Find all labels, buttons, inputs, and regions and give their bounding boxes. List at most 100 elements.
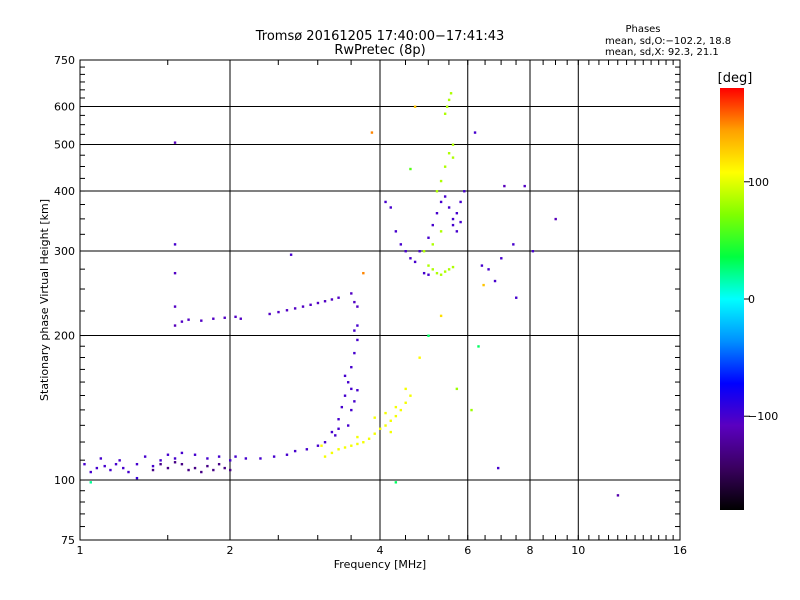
data-point (389, 419, 392, 422)
data-point (135, 462, 139, 466)
data-point (350, 408, 353, 412)
data-point (229, 459, 232, 462)
data-point (234, 315, 237, 319)
data-point (399, 243, 403, 246)
data-point (89, 470, 92, 474)
data-point (217, 462, 221, 466)
data-point (404, 250, 407, 253)
data-point (439, 314, 443, 318)
data-point (447, 268, 451, 271)
data-point (409, 394, 412, 397)
data-point (320, 444, 323, 447)
data-point (427, 334, 430, 337)
data-point (223, 466, 226, 470)
data-point (166, 453, 170, 456)
data-point (239, 317, 242, 320)
data-point (305, 448, 309, 451)
data-point (413, 260, 417, 264)
data-point (193, 453, 197, 456)
data-point (217, 455, 221, 458)
data-point (512, 243, 515, 246)
y-tick-label: 200 (54, 330, 75, 343)
data-point (477, 345, 480, 348)
data-point (616, 494, 620, 497)
data-point (503, 184, 506, 188)
data-point (413, 105, 417, 108)
data-point (459, 200, 462, 204)
data-point (435, 190, 439, 193)
y-tick-label: 75 (61, 534, 75, 547)
data-point (451, 156, 455, 159)
data-point (173, 243, 177, 246)
data-point (166, 466, 170, 470)
data-point (427, 264, 430, 267)
data-point (451, 223, 455, 227)
data-point (309, 303, 312, 306)
data-point (394, 405, 398, 409)
data-point (316, 444, 320, 447)
data-point (337, 427, 340, 430)
data-point (173, 461, 177, 464)
x-tick-label: 1 (77, 544, 84, 557)
data-point (409, 257, 412, 260)
x-tick-label: 8 (527, 544, 534, 557)
data-point (200, 319, 203, 322)
data-point (373, 432, 376, 435)
data-point (443, 112, 447, 115)
data-point (394, 481, 398, 484)
data-point (223, 316, 226, 319)
data-point (337, 418, 340, 421)
data-point (143, 455, 147, 458)
chart-subtitle: RwPretec (8p) (334, 43, 425, 58)
data-point (356, 389, 359, 392)
x-tick-label: 10 (571, 544, 585, 557)
data-point (356, 305, 359, 308)
data-point (439, 200, 443, 204)
data-point (268, 312, 271, 316)
stats-o-mode: mean, sd,O:−102.2, 18.8 (605, 36, 731, 47)
data-point (301, 305, 305, 308)
data-point (285, 453, 289, 456)
data-point (272, 455, 276, 458)
data-point (350, 365, 353, 369)
data-point (451, 265, 455, 269)
data-point (418, 250, 421, 253)
data-point (384, 411, 387, 415)
data-point (114, 462, 118, 466)
data-point (447, 98, 451, 102)
data-point (480, 264, 484, 267)
data-point (449, 92, 453, 95)
x-tick-label: 16 (673, 544, 687, 557)
data-point (439, 273, 443, 276)
data-point (367, 437, 371, 440)
data-point (451, 143, 455, 146)
data-point (206, 464, 209, 468)
data-point (399, 408, 403, 412)
data-point (356, 442, 359, 446)
data-point (206, 457, 209, 460)
data-point (343, 446, 347, 449)
data-point (337, 296, 340, 299)
data-point (356, 435, 359, 439)
y-tick-label: 600 (54, 101, 75, 114)
chart-title: Tromsø 20161205 17:40:00−17:41:43 (255, 29, 505, 44)
colorbar-ticks: 100 0 −100 (744, 176, 778, 423)
data-point (350, 292, 353, 295)
data-point (259, 457, 262, 460)
data-point (343, 374, 347, 378)
data-point (356, 324, 359, 327)
data-point (135, 476, 139, 480)
data-point (334, 434, 337, 437)
data-point (389, 206, 392, 209)
data-point (409, 167, 412, 171)
data-point (323, 441, 327, 444)
data-point (389, 430, 392, 434)
colorbar (720, 88, 744, 510)
y-axis-label: Stationary phase Virtual Height [km] (38, 199, 51, 401)
data-point (103, 464, 106, 468)
data-point (173, 271, 177, 275)
data-point (384, 424, 387, 427)
data-point (427, 273, 430, 276)
data-point (353, 400, 356, 403)
